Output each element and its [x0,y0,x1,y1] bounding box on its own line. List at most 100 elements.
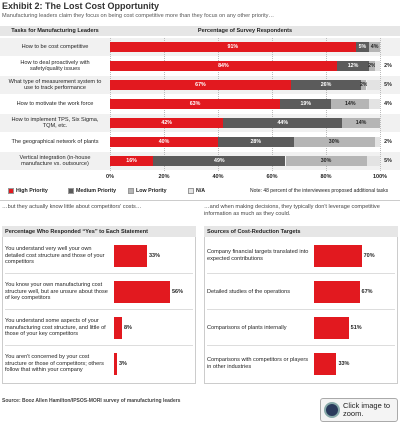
panel-header: Sources of Cost-Reduction Targets [204,226,398,237]
category-label: What type of measurement system to use t… [8,78,102,91]
value-label: 8% [124,325,132,331]
bar-segment [110,118,224,128]
panel-caption: …but they actually know little about com… [2,204,142,210]
x-tick-label: 80% [320,174,332,180]
bar-segment [290,80,362,90]
bar-segment [336,61,370,71]
value-label: 51% [350,325,362,331]
value-label: 28% [250,139,262,145]
bar [314,353,337,375]
bar-segment [218,137,294,147]
bar-segment [223,118,343,128]
row-divider [207,345,395,346]
value-label: 44% [277,120,289,126]
value-label: 33% [149,253,161,259]
zoom-icon [324,402,340,418]
row-divider [5,273,193,274]
category-label: How to be cost competitive [21,43,89,50]
chart-subtitle: Manufacturing leaders claim they focus o… [2,13,275,19]
category-label: You understand very well your own detail… [5,245,105,266]
value-label: 56% [172,289,184,295]
legend-swatch [68,188,74,194]
category-label: Detailed studies of the operations [207,288,291,295]
bar-segment [153,156,286,166]
bar-segment [285,156,367,166]
category-label: Comparisons with competitors or players … [207,357,309,370]
value-label: 16% [126,158,137,164]
category-label: Comparisons of plants internally [207,324,287,331]
value-label: 2% [384,63,392,69]
zoom-label: Click image to zoom. [343,400,391,418]
legend-label: N/A [196,188,206,194]
value-label: 70% [363,253,375,259]
bar-segment [369,61,375,71]
value-label: 84% [218,63,229,69]
value-label: 5% [384,158,392,164]
category-label: The geographical network of plants [11,138,99,145]
legend-label: Low Priority [136,188,167,194]
category-label: You aren't concerned by your cost struct… [5,353,104,374]
bar-segment [293,137,375,147]
category-label: How to implement TPS, Six Sigma, TQM, et… [11,116,99,129]
bar-segment [374,137,380,147]
value-label: 30% [328,139,340,145]
value-label: 4% [370,44,379,50]
bar-segment [331,99,370,109]
chart-title: Exhibit 2: The Lost Cost Opportunity [2,1,159,11]
panel-header: Percentage Who Responded “Yes” to Each S… [2,226,196,237]
category-label: How to motivate the work force [16,100,94,107]
column-header: Percentage of Survey Respondents [197,28,293,34]
grid-line [380,38,381,171]
category-label: You know your own manufacturing cost str… [5,281,108,302]
panel-caption: …and when making decisions, they typical… [204,204,380,217]
bar-segment [110,156,154,166]
value-label: 26% [320,82,332,88]
bar-segment [110,42,356,52]
bar [314,245,362,267]
x-tick-label: 60% [266,174,278,180]
bar-segment [280,99,332,109]
x-tick-label: 20% [158,174,170,180]
value-label: 5% [384,82,392,88]
value-label: 2% [368,63,376,69]
bar-segment [366,156,380,166]
value-label: 14% [344,101,356,107]
row-divider [5,309,193,310]
value-label: 19% [300,101,312,107]
bar-segment [342,118,380,128]
value-label: 42% [161,120,172,126]
bar-segment [110,80,291,90]
bar-segment [374,61,380,71]
source-note: Source: Booz Allen Hamilton/IPSOS-MORI s… [2,398,181,404]
value-label: 49% [214,158,225,164]
value-label: 67% [361,289,373,295]
bar-segment [110,99,281,109]
column-header: Tasks for Manufacturing Leaders [11,28,99,34]
value-label: 2% [359,82,368,88]
header-bar [0,26,400,36]
x-tick-label: 40% [212,174,224,180]
legend-label: High Priority [16,188,48,194]
legend-swatch [8,188,14,194]
bar [314,281,360,303]
bar [114,353,117,375]
value-label: 2% [384,139,392,145]
bar [114,245,147,267]
value-label: 30% [320,158,332,164]
row-divider [207,309,395,310]
row-divider [207,273,395,274]
bar-segment [110,137,218,147]
bar-segment [366,80,380,90]
value-label: 63% [189,101,201,107]
divider [0,200,400,201]
bar [314,317,349,339]
bar [114,317,122,339]
zoom-button[interactable]: Click image to zoom. [320,398,398,422]
category-label: How to deal proactively with safety/qual… [20,59,90,72]
bar-segment [361,80,367,90]
bar-segment [369,99,380,109]
x-tick-label: 100% [372,174,388,180]
value-label: 12% [347,63,359,69]
bar-segment [110,61,337,71]
